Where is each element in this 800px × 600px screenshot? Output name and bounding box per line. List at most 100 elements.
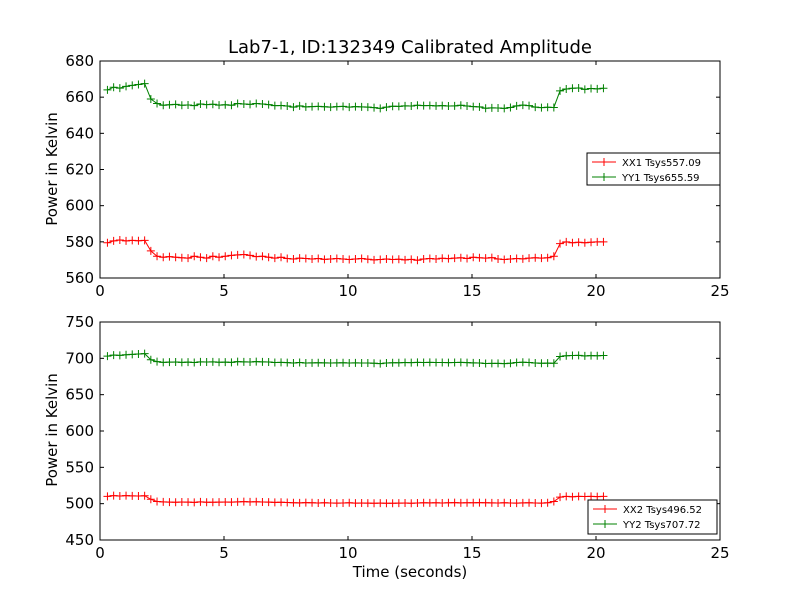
y-tick-label: 680 <box>65 52 94 70</box>
data-point <box>469 253 478 262</box>
data-point <box>463 102 472 111</box>
data-point <box>580 238 589 247</box>
data-point <box>568 238 577 247</box>
data-point <box>450 101 459 110</box>
data-point <box>153 357 162 366</box>
data-point <box>146 94 155 103</box>
data-point <box>103 238 112 247</box>
data-point <box>475 358 484 367</box>
data-point <box>277 101 286 110</box>
data-point <box>456 253 465 262</box>
legend-label: XX2 Tsys496.52 <box>623 505 702 516</box>
data-point <box>487 253 496 262</box>
data-point <box>159 253 168 262</box>
data-point <box>351 255 360 264</box>
data-point <box>221 252 230 261</box>
series-1 <box>103 491 608 508</box>
x-tick-label: 5 <box>219 544 229 562</box>
data-point <box>109 236 118 245</box>
data-point <box>339 255 348 264</box>
data-point <box>401 255 410 264</box>
data-point <box>159 101 168 110</box>
data-point <box>246 251 255 260</box>
data-point <box>171 100 180 109</box>
bottom-y-axis-label: Power in Kelvin <box>43 373 61 487</box>
data-point <box>599 492 608 501</box>
data-point <box>264 253 273 262</box>
data-point <box>122 236 131 245</box>
x-axis-label: Time (seconds) <box>352 563 468 581</box>
data-point <box>332 254 341 263</box>
data-point <box>549 252 558 261</box>
legend: XX2 Tsys496.52 YY2 Tsys707.72 <box>587 499 718 535</box>
data-point <box>518 101 527 110</box>
data-point <box>295 101 304 110</box>
data-point <box>506 255 515 264</box>
data-point <box>153 99 162 108</box>
y-tick-label: 560 <box>65 269 94 287</box>
x-tick-label: 15 <box>462 282 481 300</box>
data-point <box>289 359 298 368</box>
legend: XX1 Tsys557.09 YY1 Tsys655.59 <box>586 152 721 186</box>
data-point <box>444 254 453 263</box>
data-point <box>549 103 558 112</box>
y-tick-label: 660 <box>65 88 94 106</box>
data-point <box>134 80 143 89</box>
y-tick-label: 500 <box>65 495 94 513</box>
data-point <box>146 355 155 364</box>
data-point <box>425 254 434 263</box>
data-point <box>394 102 403 111</box>
data-point <box>128 81 137 90</box>
data-point <box>308 255 317 264</box>
y-tick-label: 450 <box>65 531 94 549</box>
data-point <box>580 85 589 94</box>
data-point <box>196 253 205 262</box>
legend-label: XX1 Tsys557.09 <box>622 158 701 169</box>
legend-box <box>587 499 718 535</box>
series-2 <box>103 79 608 113</box>
data-point <box>283 102 292 111</box>
data-point <box>556 493 565 502</box>
data-point <box>270 254 279 263</box>
data-point <box>481 254 490 263</box>
data-point <box>363 255 372 264</box>
data-point <box>326 103 335 112</box>
data-point <box>146 246 155 255</box>
x-tick-label: 15 <box>462 544 481 562</box>
data-point <box>574 83 583 92</box>
legend-marker <box>601 505 609 513</box>
data-point <box>556 352 565 361</box>
data-point <box>208 252 217 261</box>
data-point <box>376 104 385 113</box>
legend-marker <box>601 520 609 528</box>
data-point <box>494 255 503 264</box>
data-point <box>413 256 422 265</box>
data-point <box>500 104 509 113</box>
data-point <box>407 102 416 111</box>
data-point <box>562 85 571 94</box>
data-point <box>289 255 298 264</box>
legend-label: YY2 Tsys707.72 <box>622 520 701 531</box>
data-point <box>184 254 193 263</box>
data-point <box>103 85 112 94</box>
data-point <box>140 236 149 245</box>
data-point <box>140 491 149 500</box>
data-point <box>202 254 211 263</box>
x-tick-label: 25 <box>710 544 729 562</box>
data-point <box>215 253 224 262</box>
data-point <box>525 101 534 110</box>
x-tick-label: 20 <box>586 544 605 562</box>
legend-label: YY1 Tsys655.59 <box>621 173 700 184</box>
data-point <box>140 79 149 88</box>
legend-marker <box>600 173 608 181</box>
series-1 <box>103 236 608 265</box>
data-point <box>599 237 608 246</box>
data-point <box>227 101 236 110</box>
bottom-plot: 0 5 10 15 20 25 450 500 550 600 650 700 750 XX2 Tsys4… <box>65 313 729 562</box>
y-tick-label: 650 <box>65 386 94 404</box>
data-point <box>432 255 441 264</box>
data-point <box>283 254 292 263</box>
data-point <box>109 83 118 92</box>
y-tick-label: 600 <box>65 197 94 215</box>
